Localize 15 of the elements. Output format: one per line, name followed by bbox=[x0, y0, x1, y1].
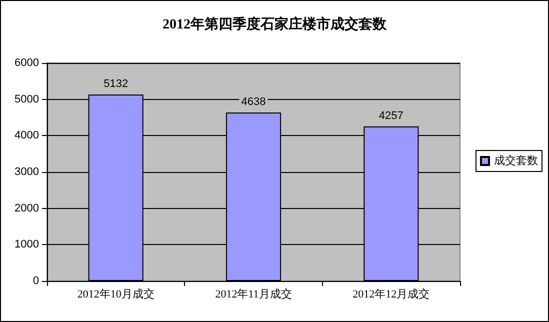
data-label: 5132 bbox=[104, 78, 128, 90]
x-tick-label: 2012年12月成交 bbox=[352, 288, 430, 300]
legend-label: 成交套数 bbox=[494, 154, 538, 167]
y-tick-label: 2000 bbox=[14, 202, 39, 214]
y-tick-label: 5000 bbox=[14, 93, 39, 106]
y-tick-label: 1000 bbox=[14, 238, 39, 251]
data-label: 4257 bbox=[378, 110, 404, 122]
x-tick-label: 2012年10月成交 bbox=[77, 288, 154, 300]
y-tick-label: 0 bbox=[32, 275, 39, 287]
chart-title: 2012年第四季度石家庄楼市成交套数 bbox=[162, 16, 388, 32]
y-tick-label: 3000 bbox=[14, 166, 39, 178]
y-tick-label: 6000 bbox=[14, 57, 39, 69]
y-tick-label: 4000 bbox=[14, 130, 39, 142]
x-tick-label: 2012年11月成交 bbox=[215, 288, 292, 300]
data-label: 4638 bbox=[241, 96, 266, 108]
